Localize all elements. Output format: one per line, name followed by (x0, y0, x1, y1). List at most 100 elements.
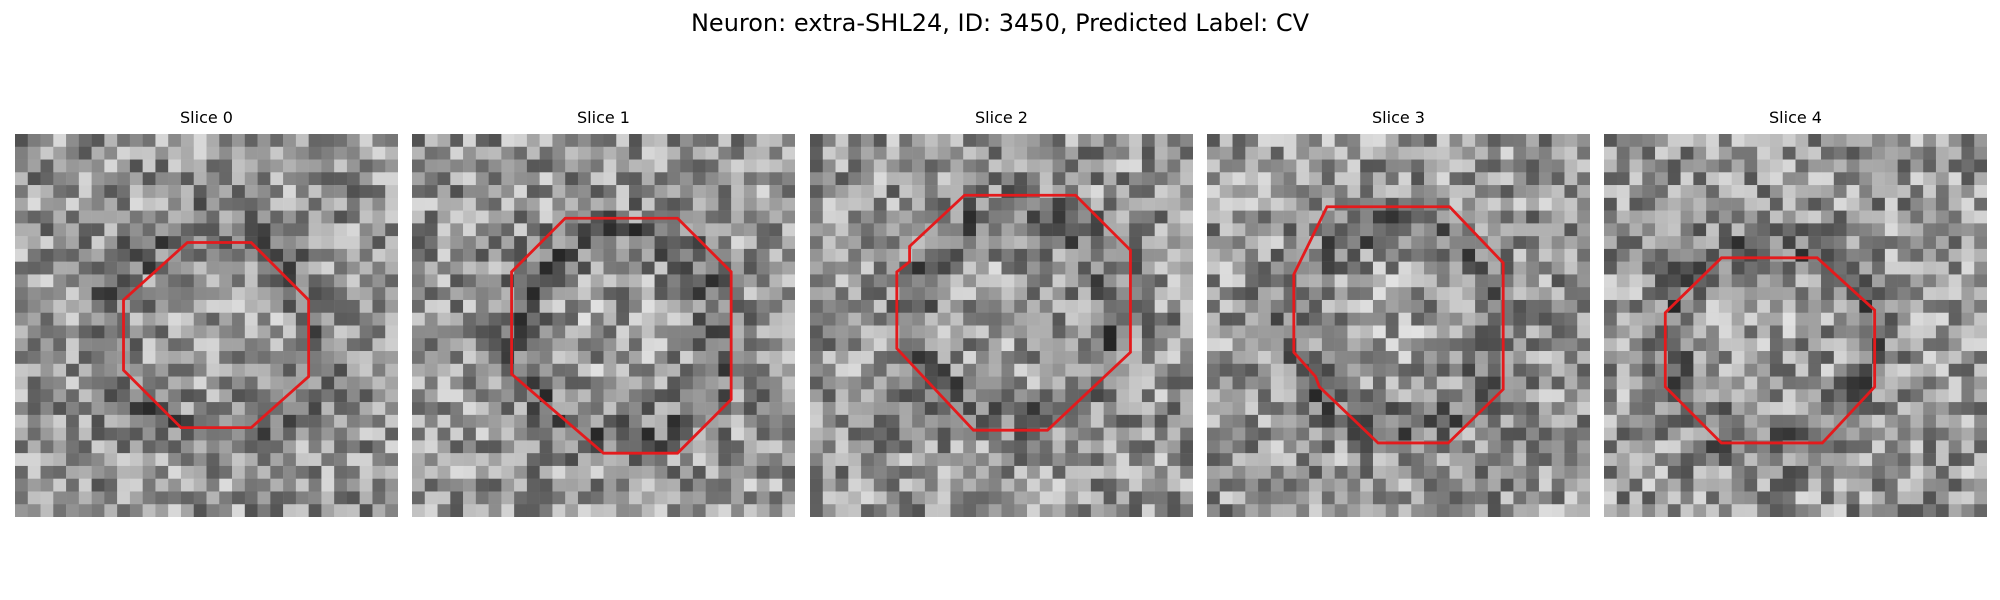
pixel (129, 402, 143, 416)
pixel (155, 504, 169, 517)
pixel (937, 274, 951, 288)
pixel (346, 146, 360, 160)
pixel (899, 223, 913, 237)
pixel (1065, 478, 1079, 492)
pixel (1462, 287, 1476, 301)
pixel (1449, 325, 1463, 339)
pixel (1219, 478, 1233, 492)
pixel (104, 172, 118, 186)
pixel (1859, 478, 1873, 492)
pixel (1577, 146, 1590, 160)
pixel (1718, 236, 1732, 250)
pixel (1154, 146, 1168, 160)
pixel (142, 210, 156, 224)
pixel (1846, 325, 1860, 339)
pixel (1564, 453, 1578, 467)
pixel (1001, 338, 1015, 352)
pixel (1103, 376, 1117, 390)
pixel (514, 427, 528, 441)
pixel (78, 172, 92, 186)
pixel (603, 146, 617, 160)
pixel (142, 236, 156, 250)
pixel (1334, 159, 1348, 173)
pixel (1821, 223, 1835, 237)
pixel (810, 261, 824, 275)
pixel (1245, 376, 1259, 390)
pixel (180, 338, 194, 352)
pixel (822, 248, 836, 262)
pixel (603, 453, 617, 467)
pixel (1744, 287, 1758, 301)
pixel (1129, 491, 1143, 505)
pixel (129, 491, 143, 505)
pixel (680, 312, 694, 326)
pixel (1090, 325, 1104, 339)
pixel (1398, 465, 1412, 479)
pixel (1680, 261, 1694, 275)
pixel (629, 197, 643, 211)
pixel (756, 465, 770, 479)
pixel (475, 414, 489, 428)
pixel (1154, 338, 1168, 352)
pixel (1655, 287, 1669, 301)
pixel (1872, 134, 1886, 148)
pixel (514, 440, 528, 454)
pixel (1090, 261, 1104, 275)
pixel (616, 351, 630, 365)
pixel (539, 134, 553, 148)
pixel (359, 376, 373, 390)
pixel (321, 236, 335, 250)
pixel (718, 287, 732, 301)
pixel (1680, 248, 1694, 262)
pixel (1245, 261, 1259, 275)
pixel (1309, 159, 1323, 173)
pixel (1385, 236, 1399, 250)
grayscale-noise-image (1604, 134, 1987, 517)
pixel (1974, 363, 1987, 377)
pixel (1283, 504, 1297, 517)
pixel (104, 210, 118, 224)
pixel (1821, 427, 1835, 441)
pixel (1910, 351, 1924, 365)
pixel (1167, 465, 1181, 479)
pixel (40, 478, 54, 492)
pixel (1449, 299, 1463, 313)
pixel (1180, 389, 1193, 403)
pixel (180, 287, 194, 301)
pixel (283, 491, 297, 505)
pixel (1219, 287, 1233, 301)
pixel (1167, 185, 1181, 199)
pixel (1757, 376, 1771, 390)
pixel (155, 261, 169, 275)
pixel (1910, 402, 1924, 416)
pixel (603, 465, 617, 479)
pixel (1065, 274, 1079, 288)
pixel (53, 325, 67, 339)
pixel (861, 287, 875, 301)
pixel (937, 172, 951, 186)
pixel (514, 453, 528, 467)
pixel (1706, 223, 1720, 237)
pixel (988, 134, 1002, 148)
pixel (1872, 427, 1886, 441)
pixel (1385, 287, 1399, 301)
pixel (1526, 248, 1540, 262)
pixel (1487, 363, 1501, 377)
pixel (756, 338, 770, 352)
pixel (873, 312, 887, 326)
pixel (1731, 159, 1745, 173)
pixel (1974, 440, 1987, 454)
pixel (641, 172, 655, 186)
pixel (359, 274, 373, 288)
pixel (1680, 134, 1694, 148)
pixel (1808, 159, 1822, 173)
pixel (718, 402, 732, 416)
pixel (616, 261, 630, 275)
pixel (1296, 478, 1310, 492)
pixel (1219, 491, 1233, 505)
pixel (193, 185, 207, 199)
pixel (924, 376, 938, 390)
pixel (886, 465, 900, 479)
pixel (1027, 172, 1041, 186)
pixel (1449, 134, 1463, 148)
